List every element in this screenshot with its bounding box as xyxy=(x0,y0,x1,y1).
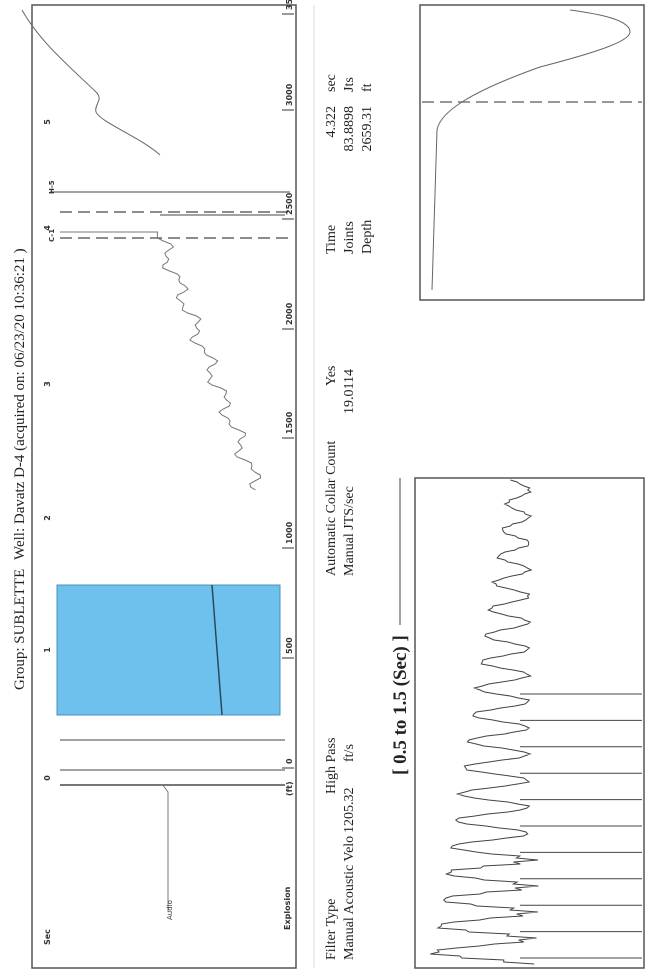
info-value: High Pass xyxy=(324,738,339,794)
bottom-axis-label: 2000 xyxy=(285,302,294,325)
top-axis-label: 0 xyxy=(43,775,52,781)
window-label: [ 0.5 to 1.5 (Sec) ] xyxy=(390,635,411,775)
main-plot-frame xyxy=(31,4,297,969)
info-label: Manual JTS/sec xyxy=(342,486,357,576)
info-unit: ft xyxy=(360,83,375,92)
selection-window xyxy=(56,584,281,716)
top-axis-label: 3 xyxy=(43,381,52,387)
well-title: Well: Davatz D-4 (acquired on: 06/23/20 … xyxy=(12,248,28,560)
info-label: Automatic Collar Count xyxy=(324,441,339,576)
audio-trace xyxy=(161,783,169,912)
group-title: Group: SUBLETTE xyxy=(12,569,28,690)
info-value: 83.8898 xyxy=(342,106,357,152)
info-unit: ft/s xyxy=(342,744,357,762)
bottom-axis-label: 500 xyxy=(285,637,294,654)
info-label: Manual Acoustic Velo xyxy=(342,836,357,960)
bottom-axis-label: 1500 xyxy=(285,411,294,434)
info-label: Time xyxy=(324,225,339,254)
info-unit: sec xyxy=(324,74,339,92)
waveform xyxy=(430,479,539,965)
trace-line xyxy=(211,584,223,716)
audio-label: Audio xyxy=(166,900,174,920)
top-axis-label: 2 xyxy=(43,515,52,521)
info-label: Depth xyxy=(360,220,375,254)
info-value: 2659.31 xyxy=(360,106,375,152)
bottom-axis-label: 1000 xyxy=(285,521,294,544)
info-value: 1205.32 xyxy=(342,788,357,834)
marker-label: C-1 xyxy=(48,229,56,242)
info-label: Filter Type xyxy=(324,899,339,960)
info-unit: Jts xyxy=(342,77,357,92)
trace xyxy=(21,9,161,156)
info-label: Joints xyxy=(342,221,357,254)
bottom-axis-label: 35 xyxy=(285,0,294,10)
bottom-axis-label: (ft) xyxy=(285,781,294,796)
marker-label: H-5 xyxy=(48,180,56,194)
top-axis-label: 1 xyxy=(43,647,52,653)
top-axis-label: 5 xyxy=(43,119,52,125)
explosion-label: Explosion xyxy=(283,886,292,930)
info-value: 4.322 xyxy=(324,106,339,138)
collar-trace xyxy=(60,231,262,491)
top-axis-label: 4 xyxy=(43,225,52,231)
axis-label: Sec xyxy=(43,929,52,945)
info-value: Yes xyxy=(324,366,339,386)
bottom-axis-label: 2500 xyxy=(285,192,294,215)
info-value: 19.0114 xyxy=(342,369,357,414)
waveform-frame xyxy=(414,477,645,969)
waveform-spikes xyxy=(520,693,642,959)
bottom-axis-label: 0 xyxy=(285,758,294,764)
bottom-axis-label: 3000 xyxy=(285,83,294,106)
pulse-trace xyxy=(431,9,631,291)
pulse-frame xyxy=(419,4,645,301)
